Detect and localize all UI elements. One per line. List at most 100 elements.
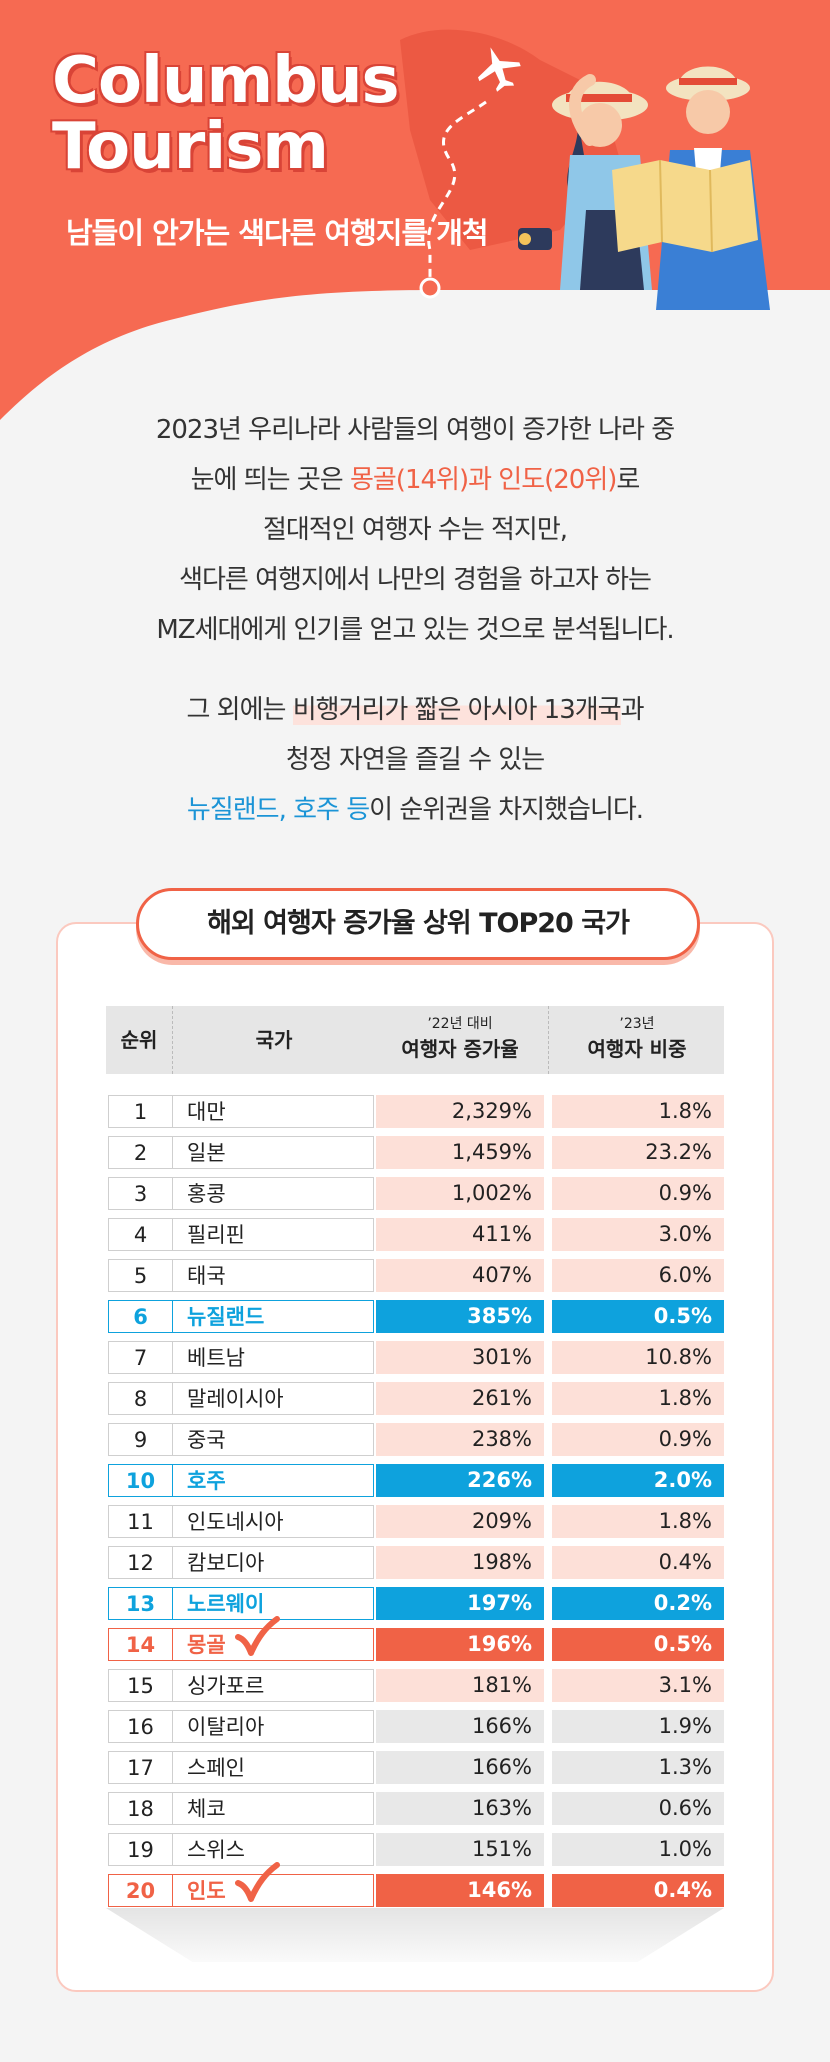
- intro-text: 2023년 우리나라 사람들의 여행이 증가한 나라 중 눈에 띄는 곳은 몽골…: [0, 405, 830, 835]
- table-row: 4 필리핀 411% 3.0%: [106, 1215, 724, 1256]
- ranking-table: 순위 국가 ’22년 대비 여행자 증가율 ’23년 여행자 비중 1 대만 2,3…: [106, 1006, 724, 1912]
- country-cell: 필리핀: [172, 1218, 374, 1251]
- increase-cell: 226%: [376, 1464, 544, 1497]
- increase-cell: 2,329%: [376, 1095, 544, 1128]
- increase-cell: 407%: [376, 1259, 544, 1292]
- increase-cell: 209%: [376, 1505, 544, 1538]
- share-cell: 0.5%: [552, 1300, 724, 1333]
- share-cell: 0.4%: [552, 1546, 724, 1579]
- header-rank: 순위: [120, 1028, 158, 1052]
- country-cell: 말레이시아: [172, 1382, 374, 1415]
- increase-cell: 301%: [376, 1341, 544, 1374]
- rank-cell: 7: [108, 1341, 172, 1374]
- table-title: 해외 여행자 증가율 상위 TOP20 국가: [136, 888, 700, 960]
- table-row: 12 캄보디아 198% 0.4%: [106, 1543, 724, 1584]
- share-cell: 23.2%: [552, 1136, 724, 1169]
- share-cell: 1.8%: [552, 1095, 724, 1128]
- table-row: 17 스페인 166% 1.3%: [106, 1748, 724, 1789]
- table-row: 20 인도 146% 0.4%: [106, 1862, 724, 1912]
- country-cell: 캄보디아: [172, 1546, 374, 1579]
- table-row: 2 일본 1,459% 23.2%: [106, 1133, 724, 1174]
- table-row: 15 싱가포르 181% 3.1%: [106, 1666, 724, 1707]
- table-row: 19 스위스 151% 1.0%: [106, 1830, 724, 1871]
- rank-cell: 8: [108, 1382, 172, 1415]
- header-increase-small: ’22년 대비: [427, 1016, 493, 1032]
- country-cell: 호주: [172, 1464, 374, 1497]
- share-cell: 1.3%: [552, 1751, 724, 1784]
- increase-cell: 196%: [376, 1628, 544, 1661]
- country-cell: 일본: [172, 1136, 374, 1169]
- table-row: 1 대만 2,329% 1.8%: [106, 1092, 724, 1133]
- share-cell: 0.6%: [552, 1792, 724, 1825]
- increase-cell: 1,002%: [376, 1177, 544, 1210]
- check-icon: [235, 1862, 280, 1902]
- country-cell: 몽골: [172, 1628, 374, 1661]
- highlight-nz-australia: 뉴질랜드, 호주 등: [186, 795, 370, 825]
- country-cell: 홍콩: [172, 1177, 374, 1210]
- increase-cell: 181%: [376, 1669, 544, 1702]
- table-body: 1 대만 2,329% 1.8% 2 일본 1,459% 23.2% 3 홍콩 1,002% 0.9%…: [106, 1092, 724, 1912]
- country-cell: 스위스: [172, 1833, 374, 1866]
- country-cell: 체코: [172, 1792, 374, 1825]
- intro-text-span: 과: [620, 695, 645, 725]
- country-cell: 노르웨이: [172, 1587, 374, 1620]
- highlight-asia: 비행거리가 짧은 아시아 13개국: [292, 695, 622, 725]
- share-cell: 0.2%: [552, 1587, 724, 1620]
- share-cell: 0.5%: [552, 1628, 724, 1661]
- rank-cell: 19: [108, 1833, 172, 1866]
- paragraph-gap: [0, 655, 830, 685]
- table-header: 순위 국가 ’22년 대비 여행자 증가율 ’23년 여행자 비중: [106, 1006, 724, 1074]
- table-row: 6 뉴질랜드 385% 0.5%: [106, 1297, 724, 1338]
- rank-cell: 20: [108, 1874, 172, 1907]
- intro-text-span: 눈에 띄는 곳은: [190, 465, 350, 495]
- intro-text-span: 이 순위권을 차지했습니다.: [369, 795, 644, 825]
- increase-cell: 166%: [376, 1710, 544, 1743]
- header-share: ’23년 여행자 비중: [548, 1006, 725, 1074]
- intro-p2-line3: 뉴질랜드, 호주 등이 순위권을 차지했습니다.: [0, 785, 830, 835]
- rank-cell: 12: [108, 1546, 172, 1579]
- intro-p1-line5: MZ세대에게 인기를 얻고 있는 것으로 분석됩니다.: [156, 615, 674, 645]
- increase-cell: 163%: [376, 1792, 544, 1825]
- intro-p1-line3: 절대적인 여행자 수는 적지만,: [262, 515, 568, 545]
- table-row: 16 이탈리아 166% 1.9%: [106, 1707, 724, 1748]
- rank-cell: 18: [108, 1792, 172, 1825]
- table-row: 10 호주 226% 2.0%: [106, 1461, 724, 1502]
- table-row: 11 인도네시아 209% 1.8%: [106, 1502, 724, 1543]
- country-cell: 인도네시아: [172, 1505, 374, 1538]
- header-increase-big: 여행자 증가율: [401, 1037, 519, 1061]
- intro-p1-line2: 눈에 띄는 곳은 몽골(14위)과 인도(20위)로: [0, 455, 830, 505]
- country-cell: 싱가포르: [172, 1669, 374, 1702]
- check-icon: [235, 1616, 280, 1656]
- intro-p2-line2: 청정 자연을 즐길 수 있는: [285, 745, 545, 775]
- table-row: 13 노르웨이 197% 0.2%: [106, 1584, 724, 1625]
- rank-cell: 9: [108, 1423, 172, 1456]
- hero-subtitle: 남들이 안가는 색다른 여행지를 개척: [66, 216, 489, 250]
- share-cell: 3.1%: [552, 1669, 724, 1702]
- share-cell: 3.0%: [552, 1218, 724, 1251]
- increase-cell: 411%: [376, 1218, 544, 1251]
- rank-cell: 5: [108, 1259, 172, 1292]
- rank-cell: 3: [108, 1177, 172, 1210]
- country-cell: 스페인: [172, 1751, 374, 1784]
- table-row: 3 홍콩 1,002% 0.9%: [106, 1174, 724, 1215]
- country-cell: 대만: [172, 1095, 374, 1128]
- travel-couple-illustration: [419, 47, 770, 310]
- share-cell: 0.9%: [552, 1423, 724, 1456]
- intro-p1-line1: 2023년 우리나라 사람들의 여행이 증가한 나라 중: [155, 415, 675, 445]
- country-cell: 베트남: [172, 1341, 374, 1374]
- hero-title-line2: Tourism: [52, 110, 329, 184]
- highlight-mongolia-india: 몽골(14위)과 인도(20위): [349, 465, 617, 495]
- header-share-big: 여행자 비중: [587, 1037, 687, 1061]
- share-cell: 1.0%: [552, 1833, 724, 1866]
- intro-text-span: 로: [616, 465, 640, 495]
- increase-cell: 1,459%: [376, 1136, 544, 1169]
- increase-cell: 385%: [376, 1300, 544, 1333]
- intro-text-span: 그 외에는: [186, 695, 293, 725]
- share-cell: 1.8%: [552, 1382, 724, 1415]
- share-cell: 2.0%: [552, 1464, 724, 1497]
- rank-cell: 15: [108, 1669, 172, 1702]
- share-cell: 1.9%: [552, 1710, 724, 1743]
- table-row: 18 체코 163% 0.6%: [106, 1789, 724, 1830]
- country-cell: 뉴질랜드: [172, 1300, 374, 1333]
